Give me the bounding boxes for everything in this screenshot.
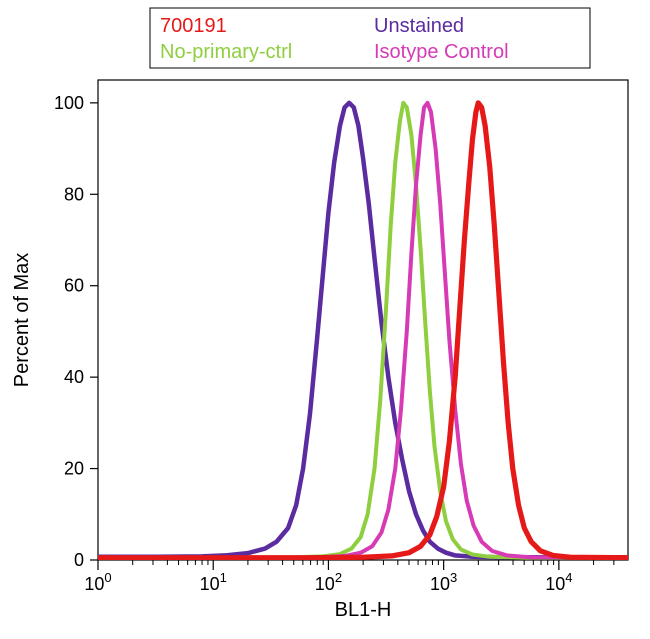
x-tick-label: 102	[315, 570, 342, 594]
x-axis-label: BL1-H	[335, 599, 392, 621]
x-tick-label: 104	[545, 570, 572, 594]
y-tick-label: 80	[64, 184, 84, 204]
flow-cytometry-chart: 0 20 40 60 80 100 Percent of Max 100 101 102 103 10…	[0, 0, 650, 639]
x-tick-label: 103	[430, 570, 457, 594]
y-axis-label: Percent of Max	[11, 253, 33, 388]
chart-svg: 0 20 40 60 80 100 Percent of Max 100 101 102 103 10…	[0, 0, 650, 639]
y-tick-label: 0	[74, 550, 84, 570]
x-tick-label: 101	[200, 570, 227, 594]
x-tick-label: 100	[84, 570, 111, 594]
legend-item: Isotype Control	[374, 41, 509, 63]
legend-item: Unstained	[374, 15, 464, 37]
legend-item: 700191	[160, 15, 227, 37]
y-tick-label: 60	[64, 276, 84, 296]
legend-item: No-primary-ctrl	[160, 41, 292, 63]
y-tick-label: 20	[64, 459, 84, 479]
series-unstained	[98, 103, 628, 557]
y-tick-label: 40	[64, 367, 84, 387]
y-tick-label: 100	[54, 93, 84, 113]
